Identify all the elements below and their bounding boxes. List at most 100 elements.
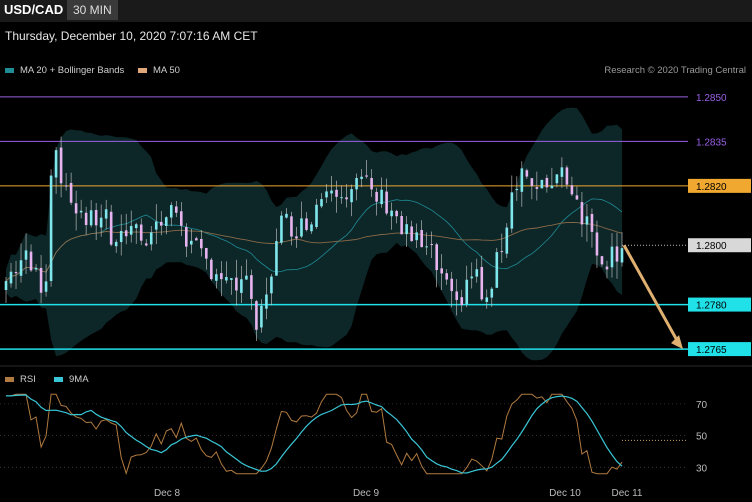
candle-body (139, 224, 143, 241)
candle-body (580, 202, 584, 225)
rsi-tick-label-70: 70 (696, 400, 708, 411)
candle-body (510, 192, 514, 229)
candle-body (355, 177, 358, 190)
candle-body (395, 210, 398, 217)
candle-body (505, 227, 509, 254)
level-tag-label-1.2820: 1.2820 (696, 182, 727, 193)
candle-body (210, 259, 213, 280)
candle-body (24, 250, 28, 260)
rsi-ma-line (6, 394, 623, 474)
candle-body (545, 177, 549, 188)
candle-body (89, 210, 93, 226)
candle-body (270, 276, 273, 294)
chart-header: USD/CAD 30 MIN (0, 0, 752, 22)
candle-body (69, 183, 73, 203)
legend-item-bollinger: MA 20 + Bollinger Bands (5, 65, 124, 76)
candle-body (600, 256, 604, 265)
candle-body (365, 175, 368, 177)
candle-body (164, 217, 168, 226)
candle-body (455, 291, 459, 300)
candle-body (350, 189, 353, 203)
candle-body (49, 175, 53, 282)
candle-body (535, 187, 539, 189)
legend-item-ma50: MA 50 (138, 65, 180, 76)
candle-body (610, 246, 614, 268)
candle-body (124, 230, 128, 237)
candle-body (420, 229, 423, 248)
candle-body (94, 209, 98, 226)
candle-body (410, 226, 413, 242)
legend-label: MA 20 + Bollinger Bands (20, 65, 125, 76)
candle-body (515, 189, 519, 191)
candle-body (390, 210, 393, 217)
candle-body (109, 211, 113, 245)
candle-body (84, 212, 88, 226)
candle-body (570, 185, 574, 195)
datetime-label: Thursday, December 10, 2020 7:07:16 AM C… (5, 29, 258, 43)
candle-body (500, 251, 504, 253)
candle-body (44, 281, 48, 292)
candle-body (285, 213, 288, 218)
timeframe-button[interactable]: 30 MIN (67, 0, 118, 20)
rsi-line (6, 393, 623, 476)
x-tick-label-Dec-9: Dec 9 (353, 488, 380, 499)
candles (4, 136, 624, 342)
candle-body (250, 275, 253, 299)
candle-body (300, 218, 303, 237)
candle-body (490, 288, 494, 298)
candle-body (400, 216, 403, 235)
candle-body (615, 246, 619, 262)
candle-body (144, 243, 148, 246)
candle-body (340, 197, 343, 199)
rsi-tick-label-50: 50 (696, 432, 708, 443)
candle-body (280, 215, 283, 243)
candle-body (445, 273, 449, 280)
candle-body (460, 297, 464, 306)
candle-body (585, 216, 589, 225)
candle-body (134, 224, 138, 229)
candle-body (475, 269, 479, 277)
candle-body (245, 275, 248, 280)
candle-body (205, 247, 208, 259)
candle-body (195, 238, 198, 241)
candle-body (104, 209, 108, 219)
candle-body (375, 191, 378, 202)
legend-swatch (5, 376, 14, 382)
candle-body (605, 266, 609, 270)
candle-body (480, 266, 484, 300)
candle-body (330, 190, 333, 194)
candle-body (520, 168, 524, 192)
x-tick-label-Dec-8: Dec 8 (154, 488, 181, 499)
candle-body (430, 244, 433, 246)
legend-item-9ma: 9MA (54, 374, 89, 385)
candle-body (555, 174, 559, 184)
candle-body (385, 191, 388, 214)
candle-body (450, 278, 454, 292)
candle-body (525, 170, 529, 177)
candle-body (290, 216, 293, 237)
legend-item-rsi: RSI (5, 374, 36, 385)
candle-body (29, 251, 33, 271)
candle-body (275, 241, 278, 276)
candle-body (380, 189, 383, 205)
candle-body (169, 205, 173, 218)
candle-body (119, 230, 123, 243)
candle-body (620, 248, 624, 263)
candle-body (440, 268, 444, 274)
candle-body (495, 252, 499, 288)
candle-body (149, 232, 153, 245)
candle-body (345, 197, 348, 200)
level-label-1.2850: 1.2850 (696, 93, 727, 104)
legend-label: RSI (20, 374, 36, 385)
candle-body (74, 203, 78, 214)
x-tick-label-Dec-11: Dec 11 (612, 488, 643, 499)
legend-label: MA 50 (153, 65, 180, 76)
candle-body (370, 177, 373, 190)
candle-body (4, 281, 8, 290)
candle-body (540, 179, 544, 189)
candle-body (240, 279, 243, 293)
candle-body (215, 274, 218, 281)
candle-body (530, 178, 534, 186)
candle-body (470, 276, 474, 279)
